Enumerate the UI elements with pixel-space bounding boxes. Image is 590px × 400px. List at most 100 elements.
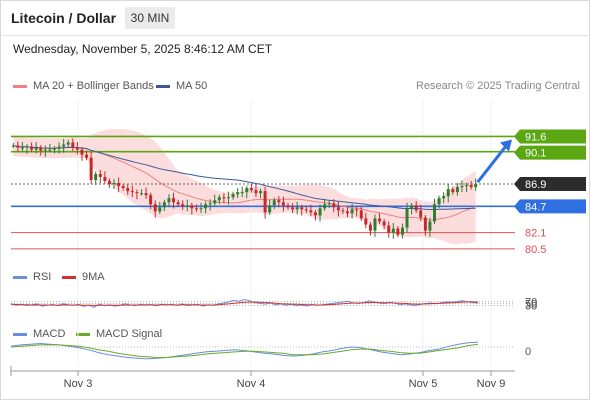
candle-body	[446, 189, 450, 197]
target-arrow-head	[500, 139, 512, 152]
candle-body	[245, 188, 249, 193]
legend-ma20-label: MA 20 + Bollinger Bands	[33, 80, 154, 92]
candle-body	[364, 218, 368, 225]
candle-body	[34, 147, 38, 150]
candle-body	[194, 208, 198, 210]
macd-signal-swatch	[76, 332, 90, 336]
candle-body	[400, 227, 404, 235]
candle-body	[48, 149, 52, 151]
chart-datetime: Wednesday, November 5, 2025 8:46:12 AM C…	[13, 42, 273, 56]
ma9-line	[10, 301, 479, 306]
candle-body	[98, 173, 102, 177]
candle-body	[135, 192, 139, 194]
level-box-86-9	[514, 177, 586, 192]
x-tick-label: Nov 3	[64, 378, 93, 390]
candle-body	[204, 204, 208, 209]
candle-body	[259, 191, 263, 194]
candle-body	[181, 204, 185, 207]
candle-body	[144, 193, 148, 196]
candle-body	[217, 197, 221, 201]
candle-body	[226, 197, 230, 199]
candle-body	[304, 209, 308, 211]
candle-body	[277, 200, 281, 203]
candle-body	[57, 146, 61, 149]
candle-body	[190, 205, 194, 209]
candle-body	[231, 194, 235, 198]
candle-body	[327, 203, 331, 205]
candle-body	[263, 191, 267, 213]
macd-swatch	[13, 332, 27, 336]
legend-ma50-label: MA 50	[176, 80, 208, 92]
legend-macd-label: MACD	[33, 328, 66, 340]
macd-panel: 0	[10, 341, 531, 360]
candle-body	[20, 147, 24, 149]
candle-body	[268, 205, 272, 213]
candle-body	[107, 181, 111, 185]
candle-body	[149, 195, 153, 205]
candle-body	[30, 146, 34, 150]
candle-body	[94, 173, 98, 180]
target-arrow-line	[476, 142, 510, 183]
target-arrow	[476, 139, 512, 183]
ma20-swatch	[13, 84, 27, 88]
candle-body	[16, 145, 20, 148]
instrument-title: Litecoin / Dollar	[11, 10, 117, 26]
candle-body	[442, 196, 446, 199]
candle-body	[199, 208, 203, 210]
candle-body	[85, 154, 89, 158]
candle-body	[419, 210, 423, 218]
candle-body	[281, 202, 285, 206]
candle-body	[295, 207, 299, 210]
legend-rsi: RSI	[13, 271, 51, 283]
candle-body	[391, 228, 395, 233]
candle-body	[162, 202, 166, 208]
x-tick-label: Nov 5	[409, 378, 438, 390]
ma9-swatch	[62, 275, 76, 279]
candle-body	[139, 193, 143, 195]
legend-9ma-label: 9MA	[82, 271, 105, 283]
candle-body	[323, 204, 327, 209]
candle-body	[158, 207, 162, 212]
candle-body	[474, 184, 478, 188]
candle-body	[272, 200, 276, 206]
candle-body	[213, 200, 217, 204]
rsi-tick-label: 30	[525, 301, 537, 313]
macd-signal-line	[10, 343, 479, 358]
level-label-90-1: 90.1	[525, 148, 546, 160]
candle-body	[368, 224, 372, 231]
candle-body	[80, 149, 84, 155]
candle-body	[153, 204, 157, 212]
candle-body	[318, 208, 322, 216]
candle-body	[359, 210, 363, 219]
rsi-swatch	[13, 275, 27, 279]
candle-body	[355, 209, 359, 211]
interval-button[interactable]: 30 MIN	[125, 7, 175, 29]
candle-body	[291, 207, 295, 210]
candle-body	[350, 209, 354, 214]
level-box-84-7	[514, 199, 586, 214]
candle-body	[465, 185, 469, 187]
candle-body	[25, 146, 29, 148]
level-label-80-5: 80.5	[525, 244, 546, 256]
candle-body	[313, 212, 317, 216]
candle-body	[222, 197, 226, 199]
candle-body	[185, 205, 189, 207]
candle-body	[346, 211, 350, 214]
candle-body	[309, 210, 313, 213]
candle-body	[121, 186, 125, 189]
legend-macd-signal: MACD Signal	[76, 328, 162, 340]
candle-body	[11, 145, 15, 147]
candle-body	[167, 198, 171, 203]
candles	[11, 138, 478, 239]
candle-body	[336, 207, 340, 211]
x-tick-label: Nov 9	[477, 378, 506, 390]
level-box-90-1	[514, 145, 586, 160]
price-level-labels: 91.6 90.1 86.9 84.7 82.1 80.5	[514, 129, 586, 256]
moving-averages	[13, 145, 476, 221]
candle-body	[39, 147, 43, 151]
candle-body	[62, 144, 66, 147]
candle-body	[341, 210, 345, 212]
level-label-84-7: 84.7	[525, 201, 546, 213]
